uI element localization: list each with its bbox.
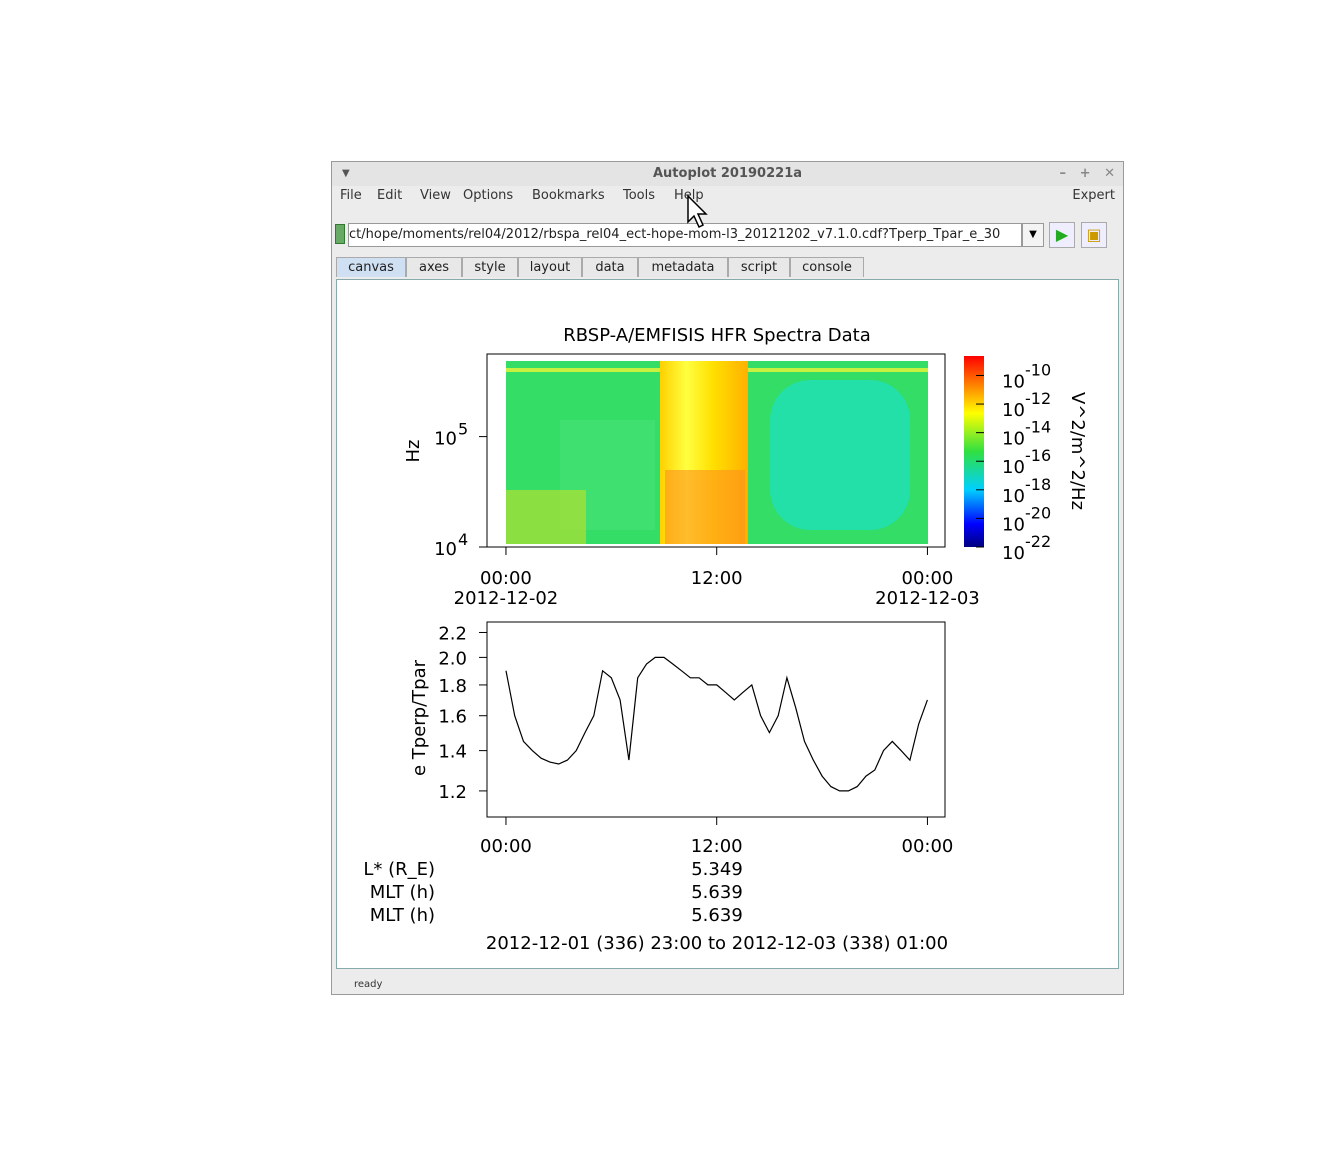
tick-label: 10	[1002, 514, 1025, 535]
info-value: 5.349	[691, 859, 743, 880]
info-label: MLT (h)	[370, 905, 435, 926]
url-field[interactable]: ct/hope/moments/rel04/2012/rbspa_rel04_e…	[348, 223, 1022, 247]
url-dropdown[interactable]: ▼	[1022, 223, 1044, 247]
tab[interactable]: axes	[406, 257, 462, 277]
url-icon	[335, 224, 345, 244]
menu-item[interactable]: Options	[463, 188, 514, 203]
title-bar: Autoplot 20190221a ▼ – + ✕	[332, 162, 1123, 186]
y-axis-label: Hz	[403, 440, 424, 463]
tab[interactable]: console	[790, 257, 864, 277]
tick-label: 10	[1002, 543, 1025, 564]
tick-label: 2.2	[438, 623, 467, 644]
plot-title: RBSP-A/EMFISIS HFR Spectra Data	[563, 325, 870, 346]
menu-item[interactable]: Edit	[377, 188, 403, 203]
tick-exponent: -22	[1025, 532, 1051, 551]
tick-label: 1.8	[438, 676, 467, 697]
tick-exponent: 4	[458, 530, 468, 549]
tick-label: 10	[1002, 457, 1025, 478]
tick-exponent: 5	[458, 420, 468, 439]
y-axis-label: e Tperp/Tpar	[409, 659, 430, 776]
info-label: MLT (h)	[370, 882, 435, 903]
menu-item[interactable]: Tools	[623, 188, 656, 203]
plot-frame	[486, 621, 946, 818]
x-tick-label: 00:00	[480, 836, 532, 857]
time-range: 2012-12-01 (336) 23:00 to 2012-12-03 (33…	[486, 933, 948, 954]
tab[interactable]: layout	[518, 257, 582, 277]
menu-item[interactable]: File	[340, 188, 362, 203]
tick-exponent: -16	[1025, 446, 1051, 465]
info-value: 5.639	[691, 882, 743, 903]
tick-exponent: -18	[1025, 475, 1051, 494]
tick-label: 1.6	[438, 707, 467, 728]
spectrogram-image	[506, 361, 928, 544]
tick-label: 10	[1002, 371, 1025, 392]
tick-label: 10	[1002, 429, 1025, 450]
mouse-cursor	[687, 194, 708, 229]
x-tick-label: 00:00	[902, 836, 954, 857]
data-line	[505, 656, 928, 792]
x-tick-label: 12:00	[691, 836, 743, 857]
status-text: ready	[354, 979, 383, 990]
colorbar-label: V^2/m^2/Hz	[1067, 392, 1088, 510]
tab[interactable]: script	[728, 257, 790, 277]
menu-item[interactable]: Help	[674, 188, 704, 203]
expert-menu[interactable]: Expert	[1072, 188, 1115, 203]
menu-bar: File Edit View Options Bookmarks Tools H…	[332, 187, 1123, 207]
menu-item[interactable]: View	[420, 188, 451, 203]
tick-exponent: -10	[1025, 360, 1051, 379]
tick-label: 2.0	[438, 648, 467, 669]
tick-exponent: -12	[1025, 389, 1051, 408]
tick-exponent: -20	[1025, 503, 1051, 522]
info-label: L* (R_E)	[363, 859, 435, 880]
tick-label: 1.2	[438, 782, 467, 803]
open-button[interactable]: ▣	[1081, 222, 1107, 248]
menu-item[interactable]: Bookmarks	[532, 188, 605, 203]
tab[interactable]: data	[582, 257, 638, 277]
x-tick-date: 2012-12-03	[875, 588, 980, 609]
window-controls[interactable]: – + ✕	[1059, 166, 1115, 181]
tick-label: 10	[434, 539, 457, 560]
window-title: Autoplot 20190221a	[652, 166, 803, 181]
tick-label: 1.4	[438, 742, 467, 763]
url-row: ct/hope/moments/rel04/2012/rbspa_rel04_e…	[332, 222, 1123, 250]
x-tick-label: 00:00	[902, 568, 954, 589]
window-menu-button[interactable]: ▼	[342, 168, 350, 179]
tick-exponent: -14	[1025, 418, 1051, 437]
x-tick-label: 12:00	[691, 568, 743, 589]
plot-frame	[486, 353, 946, 548]
x-tick-label: 00:00	[480, 568, 532, 589]
go-button[interactable]: ▶	[1049, 222, 1075, 248]
tab[interactable]: metadata	[638, 257, 728, 277]
x-tick-date: 2012-12-02	[454, 588, 559, 609]
info-value: 5.639	[691, 905, 743, 926]
tab[interactable]: canvas	[336, 257, 406, 277]
tick-label: 10	[434, 429, 457, 450]
tick-label: 10	[1002, 486, 1025, 507]
tick-label: 10	[1002, 400, 1025, 421]
tab[interactable]: style	[462, 257, 518, 277]
